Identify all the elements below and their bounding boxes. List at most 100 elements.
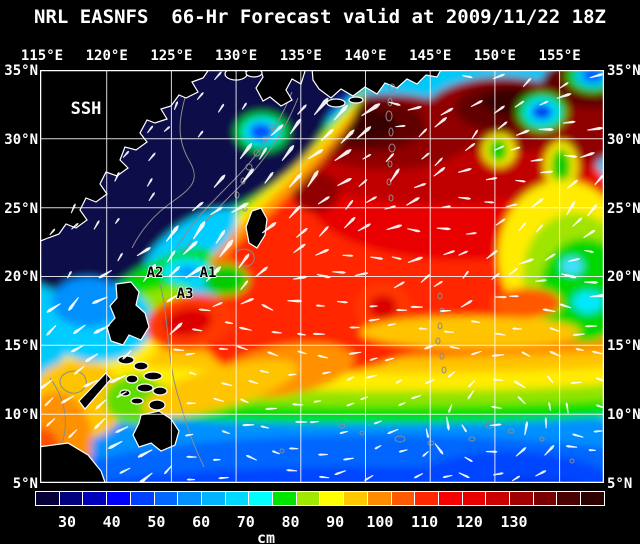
lon-tick: 120°E bbox=[85, 48, 128, 64]
current-vector bbox=[517, 396, 526, 405]
colorbar-segment bbox=[249, 492, 274, 505]
current-vector bbox=[288, 205, 301, 219]
current-vector bbox=[346, 376, 355, 381]
current-vector bbox=[334, 149, 352, 162]
current-vector bbox=[295, 420, 308, 424]
current-vector bbox=[470, 320, 481, 323]
current-vector bbox=[470, 100, 483, 108]
current-vector bbox=[345, 199, 354, 210]
current-vector bbox=[221, 430, 230, 435]
current-vector bbox=[370, 256, 384, 260]
current-vector bbox=[458, 196, 471, 200]
current-vector bbox=[361, 103, 381, 117]
lat-tick: 35°N bbox=[607, 63, 640, 79]
current-vector bbox=[337, 177, 352, 187]
current-vector bbox=[70, 344, 85, 353]
current-vector bbox=[524, 421, 529, 436]
current-vector bbox=[396, 308, 408, 312]
ssh-forecast-map: SSH A1 A2 A3 bbox=[40, 70, 604, 483]
current-vector bbox=[491, 272, 500, 280]
lat-tick: 25°N bbox=[4, 200, 38, 217]
colorbar-segment bbox=[344, 492, 368, 505]
current-vector bbox=[591, 350, 603, 355]
current-vector bbox=[583, 229, 596, 239]
current-vector bbox=[148, 192, 155, 202]
current-vector bbox=[518, 258, 534, 265]
current-vector bbox=[71, 223, 79, 230]
eddy-annotation-a2: A2 bbox=[147, 265, 164, 281]
current-vector bbox=[136, 247, 151, 257]
current-vector bbox=[260, 425, 270, 429]
current-vector bbox=[192, 221, 206, 240]
lon-tick: 140°E bbox=[344, 48, 387, 64]
current-vector bbox=[562, 120, 576, 124]
current-vector bbox=[198, 308, 211, 312]
current-vector bbox=[575, 348, 584, 351]
current-vector bbox=[485, 177, 498, 181]
colorbar-segment bbox=[130, 492, 155, 505]
current-vector bbox=[185, 433, 194, 437]
current-vector bbox=[424, 344, 437, 350]
current-vector bbox=[387, 323, 396, 327]
current-vector bbox=[584, 249, 594, 253]
colorbar-tick: 60 bbox=[192, 513, 211, 531]
current-vector bbox=[540, 170, 554, 174]
lon-tick: 145°E bbox=[409, 48, 452, 64]
current-vector bbox=[137, 449, 153, 458]
current-vector bbox=[384, 205, 396, 210]
colorbar-tick: 30 bbox=[57, 513, 77, 531]
colorbar-segment bbox=[225, 492, 250, 505]
current-vector bbox=[434, 157, 443, 167]
current-vector bbox=[320, 128, 334, 142]
lon-tick: 150°E bbox=[473, 48, 516, 64]
current-vector bbox=[307, 149, 324, 160]
current-vector bbox=[559, 82, 569, 89]
current-vector bbox=[215, 229, 226, 244]
lat-tick: 10°N bbox=[607, 407, 640, 423]
current-vector bbox=[317, 196, 330, 205]
current-vector bbox=[264, 171, 274, 184]
current-vector bbox=[508, 267, 518, 276]
current-vector bbox=[358, 179, 368, 188]
current-vector bbox=[413, 183, 427, 189]
current-vector bbox=[468, 379, 476, 388]
current-vector bbox=[518, 222, 527, 232]
page-title: NRL EASNFS 66-Hr Forecast valid at 2009/… bbox=[34, 6, 606, 28]
current-vector bbox=[449, 346, 460, 350]
lat-tick: 30°N bbox=[4, 131, 38, 148]
lat-tick: 20°N bbox=[607, 269, 640, 286]
current-vector bbox=[539, 100, 549, 106]
current-vector bbox=[46, 303, 61, 313]
current-vector bbox=[505, 203, 518, 208]
current-vector bbox=[265, 407, 278, 411]
colorbar-segment bbox=[273, 492, 297, 505]
current-vector bbox=[340, 129, 355, 144]
current-vector bbox=[572, 433, 584, 438]
current-vector bbox=[122, 150, 130, 158]
current-vector bbox=[424, 379, 435, 384]
current-vector bbox=[521, 351, 531, 357]
current-vector bbox=[448, 404, 453, 413]
current-vector bbox=[515, 179, 526, 183]
current-vector bbox=[46, 417, 56, 427]
current-vector bbox=[271, 450, 280, 455]
current-vector bbox=[418, 128, 428, 138]
current-vector bbox=[318, 453, 328, 456]
current-vector bbox=[510, 146, 521, 151]
current-vector bbox=[231, 202, 249, 214]
current-vector bbox=[565, 402, 569, 414]
current-vector bbox=[218, 477, 229, 480]
current-vector bbox=[318, 226, 329, 237]
current-vector bbox=[384, 357, 395, 362]
current-vector bbox=[214, 71, 222, 81]
current-vector bbox=[593, 430, 603, 433]
current-vector bbox=[315, 248, 330, 256]
current-vector bbox=[72, 324, 86, 335]
current-vector bbox=[470, 350, 482, 356]
current-vector bbox=[467, 389, 475, 400]
current-vector bbox=[564, 154, 578, 158]
current-vector bbox=[242, 168, 254, 183]
current-vector bbox=[297, 104, 307, 115]
eddy-annotation-a3: A3 bbox=[177, 286, 194, 302]
current-vector bbox=[406, 197, 420, 206]
